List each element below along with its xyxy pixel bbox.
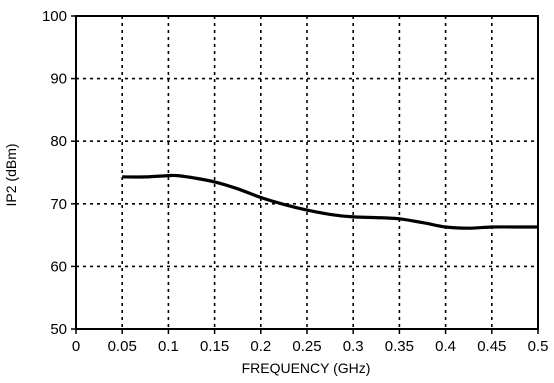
x-tick-label: 0.25 bbox=[292, 338, 321, 355]
x-tick-label: 0.5 bbox=[528, 338, 549, 355]
grid bbox=[76, 16, 538, 329]
x-tick-label: 0.1 bbox=[158, 338, 179, 355]
y-tick-label: 80 bbox=[50, 133, 67, 150]
y-tick-label: 70 bbox=[50, 196, 67, 213]
x-tick-label: 0.4 bbox=[435, 338, 456, 355]
x-axis-label: FREQUENCY (GHz) bbox=[242, 360, 371, 376]
x-tick-label: 0.35 bbox=[385, 338, 414, 355]
y-tick-label: 90 bbox=[50, 71, 67, 88]
x-tick-label: 0.15 bbox=[200, 338, 229, 355]
x-tick-labels: 0 0.05 0.1 0.15 0.2 0.25 0.3 0.35 0.4 0.45 0.5 bbox=[72, 338, 549, 355]
y-tick-label: 60 bbox=[50, 258, 67, 275]
series-layer bbox=[122, 173, 538, 230]
x-tick-label: 0 bbox=[72, 338, 80, 355]
axis-ticks bbox=[71, 15, 539, 334]
x-tick-label: 0.05 bbox=[108, 338, 137, 355]
y-tick-labels: 50 60 70 80 90 100 bbox=[42, 8, 67, 338]
y-axis-label: IP2 (dBm) bbox=[3, 143, 19, 206]
y-tick-label: 50 bbox=[50, 321, 67, 338]
y-tick-label: 100 bbox=[42, 8, 67, 25]
x-tick-label: 0.45 bbox=[477, 338, 506, 355]
ip2-series-line bbox=[122, 173, 538, 230]
x-tick-label: 0.2 bbox=[250, 338, 271, 355]
x-tick-label: 0.3 bbox=[343, 338, 364, 355]
